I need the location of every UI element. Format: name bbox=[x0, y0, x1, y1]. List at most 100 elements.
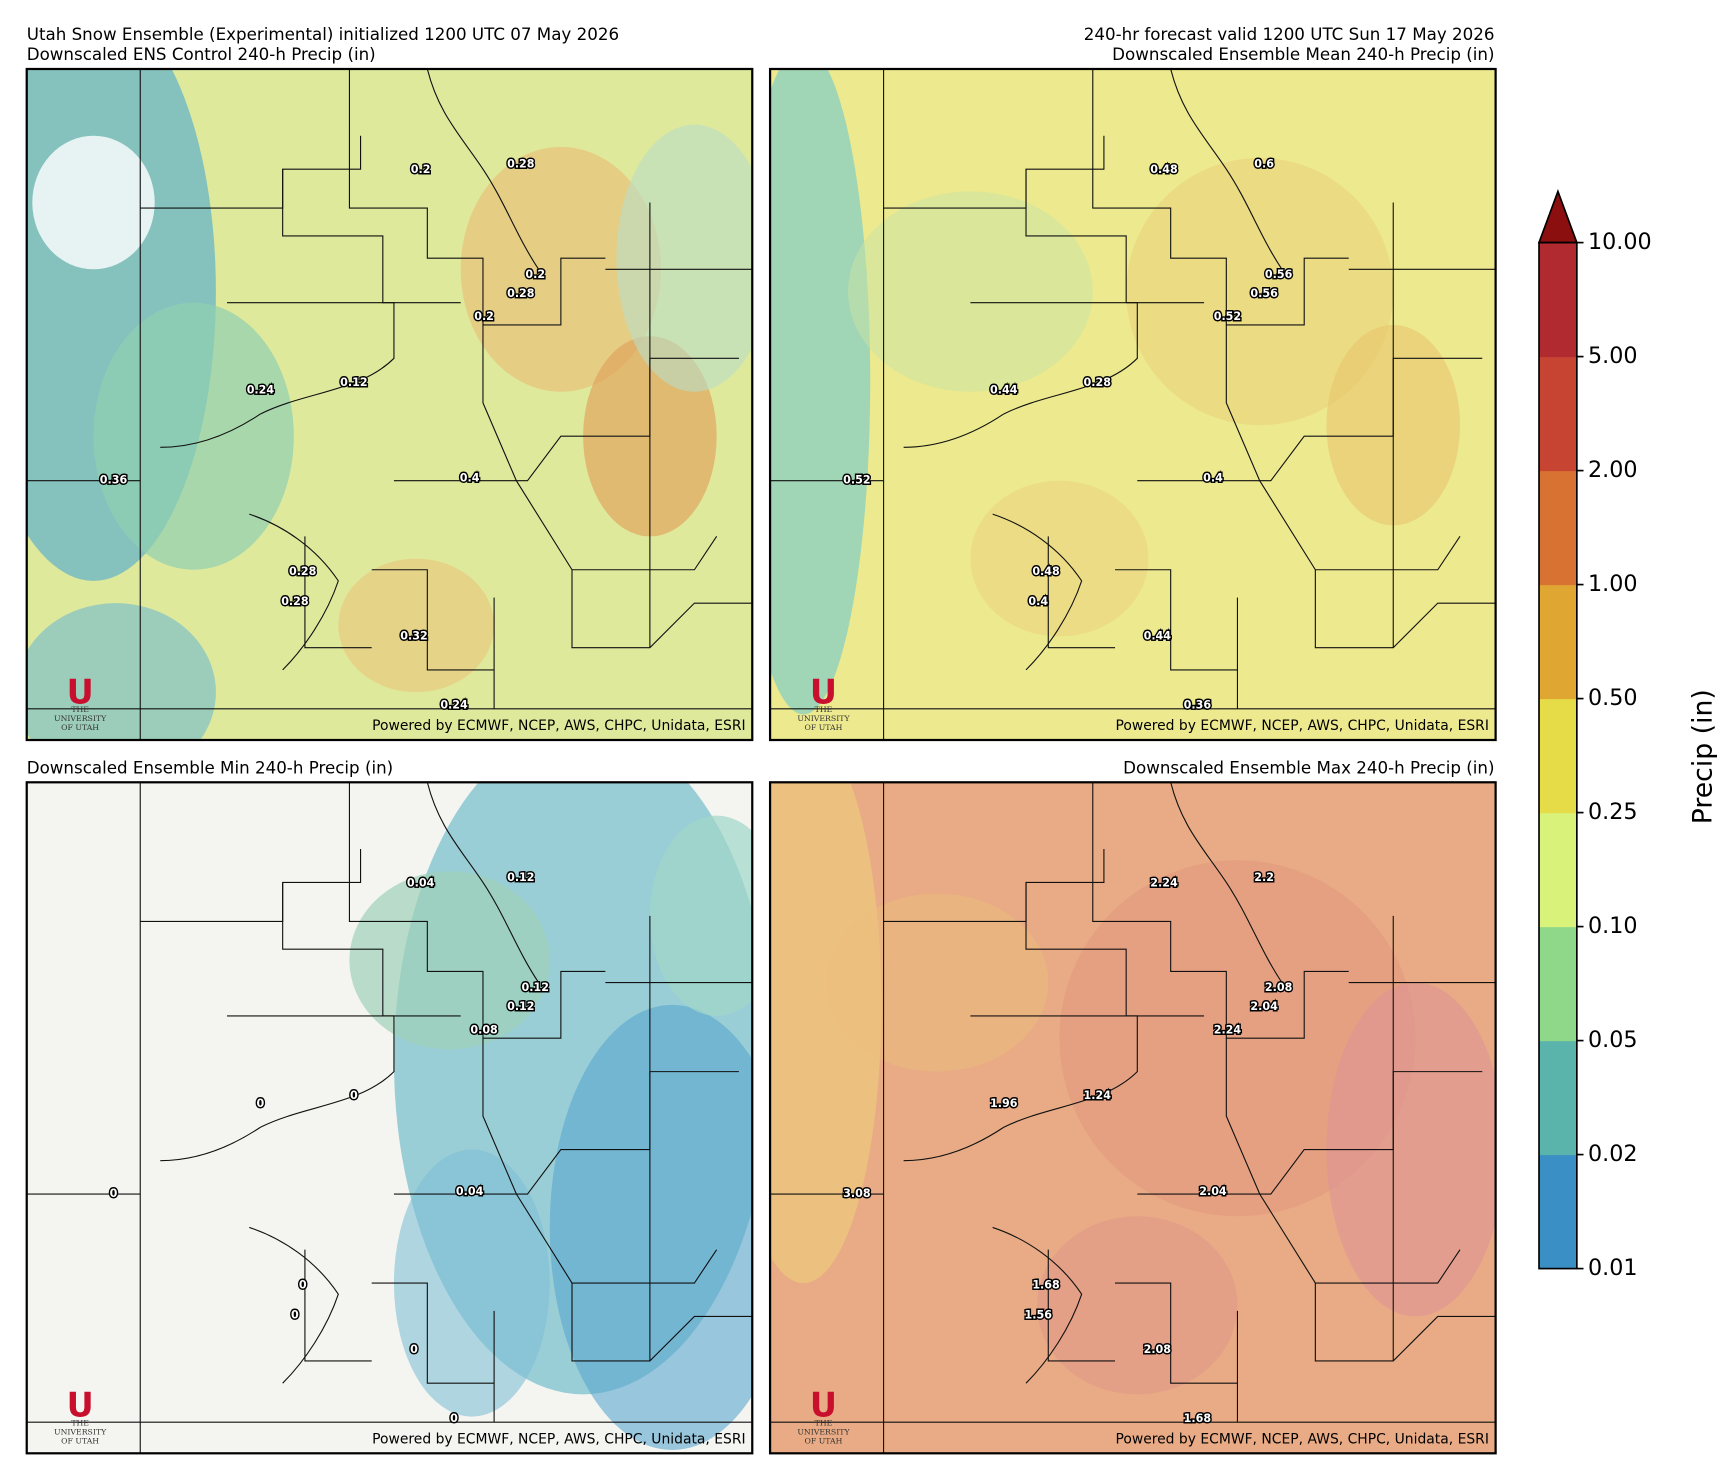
station-value: 0.44 bbox=[990, 384, 1018, 397]
precip-shading bbox=[770, 782, 882, 1283]
boundary-line bbox=[970, 1015, 1138, 1128]
station-value: 2.04 bbox=[1199, 1185, 1227, 1198]
station-value: 0.28 bbox=[289, 565, 317, 578]
station-value: 0.12 bbox=[507, 1000, 534, 1013]
boundary-line bbox=[1137, 357, 1483, 482]
precip-shading bbox=[1126, 158, 1394, 426]
boundary-line bbox=[249, 513, 339, 671]
precip-shading bbox=[770, 68, 871, 715]
logo-mark: U bbox=[810, 672, 837, 711]
precip-shading bbox=[93, 302, 294, 570]
station-value: 0.12 bbox=[507, 871, 534, 884]
map-panel: 0.48 0.6 0.56 0.56 0.52 0.44 0.28 0.52 0.4 0.48 0.… bbox=[770, 68, 1496, 741]
boundary-line bbox=[1092, 782, 1349, 1039]
colorbar-tick-label: 2.00 bbox=[1588, 457, 1638, 483]
boundary-line bbox=[1225, 1038, 1461, 1284]
logo-text: OF UTAH bbox=[805, 1436, 843, 1445]
station-value: 0.36 bbox=[1184, 699, 1212, 712]
boundary-line bbox=[992, 513, 1083, 671]
station-value: 0.28 bbox=[281, 595, 309, 608]
logo-text: UNIVERSITY bbox=[797, 714, 850, 723]
station-value: 0 bbox=[110, 1187, 118, 1200]
station-value: 1.68 bbox=[1032, 1278, 1060, 1291]
station-value: 1.68 bbox=[1184, 1412, 1212, 1425]
station-value: 2.08 bbox=[1265, 981, 1293, 994]
logo-mark: U bbox=[67, 672, 94, 711]
boundary-line bbox=[371, 1282, 495, 1384]
station-value: 2.24 bbox=[1214, 1023, 1242, 1036]
station-value: 0.36 bbox=[100, 474, 128, 487]
station-value: 0.52 bbox=[843, 474, 870, 487]
precip-shading bbox=[1037, 1216, 1238, 1395]
logo-mark: U bbox=[810, 1386, 837, 1425]
station-value: 0.12 bbox=[340, 376, 367, 389]
logo-text: OF UTAH bbox=[61, 1436, 99, 1445]
colorbar-segment bbox=[1539, 584, 1577, 700]
station-value: 0.6 bbox=[1254, 158, 1274, 171]
colorbar-segment bbox=[1539, 812, 1577, 928]
panel-title: Downscaled ENS Control 240-h Precip (in) bbox=[27, 45, 376, 64]
precip-shading bbox=[649, 815, 753, 1016]
station-value: 0.28 bbox=[507, 287, 535, 300]
colorbar-tick-label: 1.00 bbox=[1588, 571, 1638, 597]
colorbar-tick-label: 5.00 bbox=[1588, 343, 1638, 369]
logo-text: UNIVERSITY bbox=[797, 1427, 850, 1436]
map-panel: 2.24 2.2 2.08 2.04 2.24 1.96 1.24 3.08 2.04 1.68 1… bbox=[770, 782, 1496, 1454]
station-value: 0.48 bbox=[1032, 565, 1060, 578]
station-value: 2.08 bbox=[1144, 1343, 1172, 1356]
colorbar-segment bbox=[1539, 1154, 1577, 1270]
station-value: 0.4 bbox=[1028, 595, 1048, 608]
station-value: 0 bbox=[350, 1089, 358, 1102]
station-value: 2.04 bbox=[1250, 1000, 1278, 1013]
logo-text: THE bbox=[815, 1418, 833, 1427]
boundary-line bbox=[903, 1126, 1005, 1162]
station-value: 0.04 bbox=[456, 1185, 484, 1198]
panel-title: Downscaled Ensemble Min 240-h Precip (in… bbox=[27, 758, 393, 777]
precip-shading bbox=[616, 124, 753, 392]
boundary-line bbox=[348, 68, 606, 326]
precip-shading bbox=[549, 1004, 753, 1450]
boundary-line bbox=[160, 413, 261, 448]
boundary-line bbox=[282, 882, 461, 1017]
logo-text: UNIVERSITY bbox=[54, 1427, 107, 1436]
colorbar-extend bbox=[1537, 188, 1579, 244]
boundary-line bbox=[1025, 169, 1205, 304]
colorbar-tick-label: 0.05 bbox=[1588, 1027, 1638, 1053]
logo-text: OF UTAH bbox=[61, 723, 99, 732]
boundary-line bbox=[371, 569, 495, 671]
colorbar-label: Precip (in) bbox=[1687, 689, 1718, 824]
colorbar-segment bbox=[1539, 242, 1577, 358]
boundary-line bbox=[1092, 68, 1349, 326]
boundary-line bbox=[1115, 1282, 1238, 1384]
station-value: 0.2 bbox=[525, 268, 545, 281]
precip-shading bbox=[1326, 982, 1496, 1317]
colorbar-tick-label: 0.01 bbox=[1588, 1255, 1638, 1281]
station-value: 0 bbox=[299, 1278, 307, 1291]
panel-title: Downscaled Ensemble Max 240-h Precip (in… bbox=[1123, 758, 1494, 777]
boundary-line bbox=[227, 1015, 395, 1128]
station-value: 0.32 bbox=[400, 630, 427, 643]
precip-shading bbox=[825, 893, 1049, 1072]
credit: Powered by ECMWF, NCEP, AWS, CHPC, Unida… bbox=[372, 1431, 745, 1447]
credit: Powered by ECMWF, NCEP, AWS, CHPC, Unida… bbox=[372, 718, 745, 734]
boundary-line bbox=[1025, 882, 1205, 1017]
boundary-line bbox=[227, 302, 395, 415]
boundary-line bbox=[970, 302, 1138, 415]
boundary-line bbox=[160, 1126, 261, 1162]
station-value: 0.4 bbox=[460, 472, 480, 485]
station-value: 0.12 bbox=[522, 981, 549, 994]
station-value: 0 bbox=[257, 1097, 265, 1110]
precip-shading bbox=[847, 191, 1093, 392]
boundary-line bbox=[992, 1226, 1083, 1384]
boundary-line bbox=[1170, 68, 1283, 270]
station-value: 2.24 bbox=[1150, 877, 1178, 890]
boundary-line bbox=[282, 169, 461, 304]
map-panel: 0.2 0.28 0.2 0.28 0.2 0.24 0.12 0.36 0.4 0.28 0.28… bbox=[26, 68, 753, 741]
precip-shading bbox=[393, 1149, 550, 1417]
boundary-line bbox=[426, 68, 540, 270]
colorbar-segment bbox=[1539, 356, 1577, 472]
colorbar-tick-label: 0.02 bbox=[1588, 1141, 1638, 1167]
boundary-line bbox=[1137, 1071, 1483, 1195]
